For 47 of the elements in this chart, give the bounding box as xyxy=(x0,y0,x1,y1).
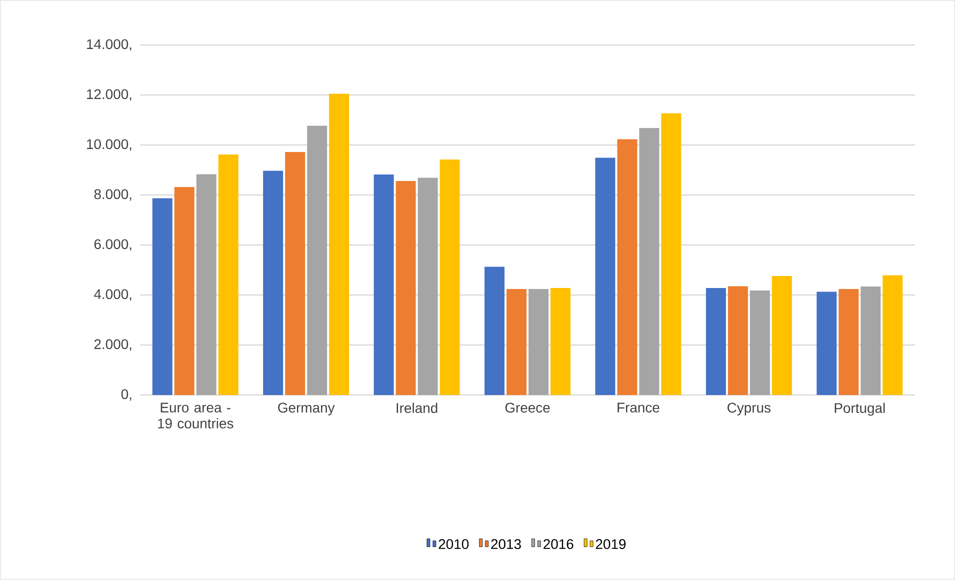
bar xyxy=(528,288,549,395)
bar xyxy=(396,180,416,395)
bar xyxy=(329,94,350,395)
y-tick-label: 14.000, xyxy=(87,39,132,51)
bar xyxy=(772,276,792,395)
legend-label: 2016 xyxy=(544,539,574,550)
bar xyxy=(218,154,238,395)
x-tick-label: Ireland xyxy=(396,402,438,414)
bar xyxy=(263,170,284,395)
bar xyxy=(174,186,194,395)
bar xyxy=(484,266,505,395)
legend-label: 2019 xyxy=(596,539,626,550)
bar xyxy=(816,292,837,395)
x-tick-label: Portugal xyxy=(834,402,885,416)
x-tick-label: Cyprus xyxy=(728,402,771,416)
bar xyxy=(639,128,660,395)
bar xyxy=(838,288,859,395)
bar xyxy=(661,113,682,395)
bar xyxy=(728,286,748,395)
bar xyxy=(550,288,570,395)
bar xyxy=(418,178,438,395)
y-tick-label: 6.000, xyxy=(94,239,132,251)
x-tick-label: Greece xyxy=(505,402,550,413)
bar xyxy=(152,198,172,395)
bar xyxy=(374,174,394,395)
bar xyxy=(285,152,306,395)
x-tick-label: Euro area - 19 countries xyxy=(158,402,234,428)
bar xyxy=(882,275,903,395)
bar xyxy=(706,288,726,395)
y-tick-label: 2.000, xyxy=(94,339,132,351)
bar xyxy=(750,290,770,395)
x-tick-label: France xyxy=(618,402,660,412)
y-tick-label: 0, xyxy=(121,389,132,401)
y-tick-label: 8.000, xyxy=(94,189,132,201)
bar xyxy=(595,158,616,395)
bar xyxy=(440,159,460,395)
y-tick-label: 12.000, xyxy=(87,89,132,101)
legend-label: 2013 xyxy=(491,539,521,550)
bar xyxy=(506,288,527,395)
bar xyxy=(196,174,216,395)
bar xyxy=(307,126,328,395)
x-tick-label: Germany xyxy=(278,402,335,416)
y-tick-label: 10.000, xyxy=(87,139,132,151)
legend-label: 2010 xyxy=(438,539,469,550)
bar xyxy=(617,139,638,395)
y-tick-label: 4.000, xyxy=(94,289,132,301)
bar xyxy=(860,286,881,395)
